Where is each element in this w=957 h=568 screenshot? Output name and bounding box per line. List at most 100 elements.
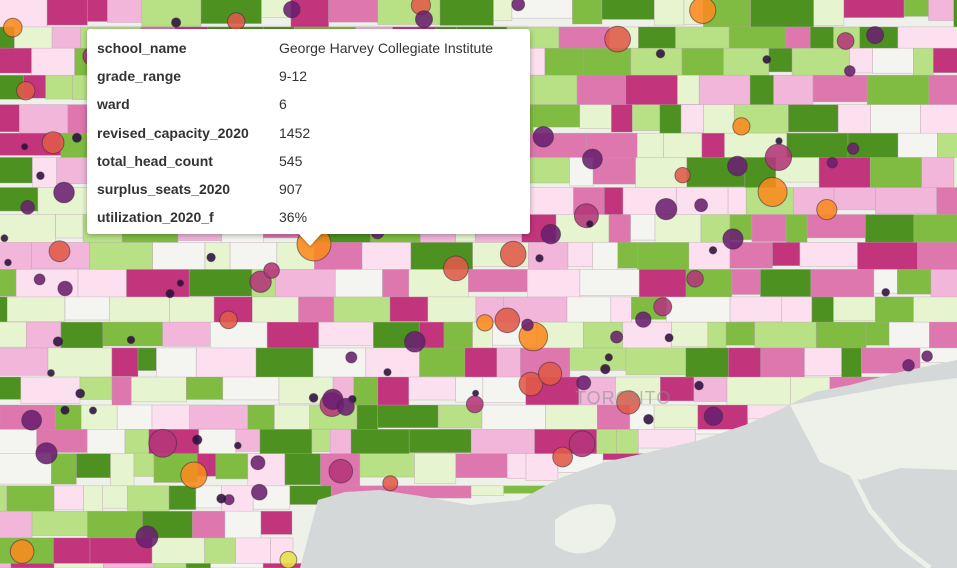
census-tract[interactable] xyxy=(866,74,930,110)
school-marker[interactable] xyxy=(263,262,280,279)
census-tract[interactable] xyxy=(0,321,27,348)
school-marker[interactable] xyxy=(881,288,891,297)
school-marker[interactable] xyxy=(71,132,82,143)
census-tract[interactable] xyxy=(443,321,473,350)
census-tract[interactable] xyxy=(638,26,676,50)
school-marker[interactable] xyxy=(816,199,838,221)
school-marker[interactable] xyxy=(476,314,494,332)
census-tract[interactable] xyxy=(470,428,535,455)
census-tract[interactable] xyxy=(929,321,957,350)
census-tract[interactable] xyxy=(377,404,439,429)
census-tract[interactable] xyxy=(189,404,249,430)
census-tract[interactable] xyxy=(703,104,735,136)
census-tract[interactable] xyxy=(408,428,472,453)
census-tract[interactable] xyxy=(186,376,224,400)
school-marker[interactable] xyxy=(135,525,159,549)
census-tract[interactable] xyxy=(928,74,957,106)
school-marker[interactable] xyxy=(521,318,534,332)
school-marker[interactable] xyxy=(36,171,45,180)
census-tract[interactable] xyxy=(630,214,656,241)
school-marker[interactable] xyxy=(216,493,227,504)
school-marker[interactable] xyxy=(16,81,36,101)
school-marker[interactable] xyxy=(689,0,717,24)
census-tract[interactable] xyxy=(131,376,187,403)
census-tract[interactable] xyxy=(760,347,805,381)
school-marker[interactable] xyxy=(171,17,182,28)
census-tract[interactable] xyxy=(729,296,782,323)
census-tract[interactable] xyxy=(567,242,593,267)
census-tract[interactable] xyxy=(671,321,709,347)
school-marker[interactable] xyxy=(180,461,208,489)
school-marker[interactable] xyxy=(727,155,748,177)
school-marker[interactable] xyxy=(586,220,594,228)
census-tract[interactable] xyxy=(592,242,619,273)
census-tract[interactable] xyxy=(0,376,22,400)
census-tract[interactable] xyxy=(806,214,866,239)
census-tract[interactable] xyxy=(109,296,170,326)
census-tract[interactable] xyxy=(760,269,812,297)
census-tract[interactable] xyxy=(953,0,957,30)
census-tract[interactable] xyxy=(728,26,787,53)
census-tract[interactable] xyxy=(0,347,49,376)
census-tract[interactable] xyxy=(89,242,154,271)
school-marker[interactable] xyxy=(219,310,238,330)
school-marker[interactable] xyxy=(41,131,65,155)
census-tract[interactable] xyxy=(284,453,321,486)
census-tract[interactable] xyxy=(751,214,787,242)
school-marker[interactable] xyxy=(694,198,708,213)
census-tract[interactable] xyxy=(869,157,922,188)
school-marker[interactable] xyxy=(653,297,673,317)
census-tract[interactable] xyxy=(102,485,128,509)
census-tract[interactable] xyxy=(329,428,352,456)
census-tract[interactable] xyxy=(312,347,367,379)
census-tract[interactable] xyxy=(53,485,85,510)
census-tract[interactable] xyxy=(601,0,655,20)
school-marker[interactable] xyxy=(655,49,666,59)
census-tract[interactable] xyxy=(153,563,187,568)
census-tract[interactable] xyxy=(750,0,815,29)
census-tract[interactable] xyxy=(773,74,814,105)
school-marker[interactable] xyxy=(472,389,480,397)
census-tract[interactable] xyxy=(638,269,687,298)
census-tract[interactable] xyxy=(625,74,678,110)
census-tract[interactable] xyxy=(111,347,139,377)
census-tract[interactable] xyxy=(274,404,310,432)
census-tract[interactable] xyxy=(79,376,113,400)
census-tract[interactable] xyxy=(569,347,627,371)
school-marker[interactable] xyxy=(336,397,355,416)
census-tract[interactable] xyxy=(528,242,569,273)
census-tract[interactable] xyxy=(731,269,761,295)
school-marker[interactable] xyxy=(866,26,885,45)
census-tract[interactable] xyxy=(617,242,638,269)
census-tract[interactable] xyxy=(10,563,55,568)
census-tract[interactable] xyxy=(210,563,264,568)
school-marker[interactable] xyxy=(33,273,46,286)
school-marker[interactable] xyxy=(250,483,268,501)
school-marker[interactable] xyxy=(568,430,596,458)
school-marker[interactable] xyxy=(494,307,521,334)
census-tract[interactable] xyxy=(103,563,155,568)
census-tract[interactable] xyxy=(53,563,104,568)
census-tract[interactable] xyxy=(870,104,921,138)
census-tract[interactable] xyxy=(631,104,661,131)
school-marker[interactable] xyxy=(308,393,319,403)
census-tract[interactable] xyxy=(414,453,457,484)
census-tract[interactable] xyxy=(566,296,612,327)
census-tract[interactable] xyxy=(804,347,842,376)
census-tract[interactable] xyxy=(728,347,762,379)
school-marker[interactable] xyxy=(21,143,29,151)
census-tract[interactable] xyxy=(377,376,410,408)
census-tract[interactable] xyxy=(749,74,774,108)
school-marker[interactable] xyxy=(655,198,678,221)
census-tract[interactable] xyxy=(659,104,682,135)
school-marker[interactable] xyxy=(826,157,838,169)
school-marker[interactable] xyxy=(126,335,136,345)
census-tract[interactable] xyxy=(726,376,792,409)
census-tract[interactable] xyxy=(20,376,81,404)
census-tract[interactable] xyxy=(260,510,293,535)
school-marker[interactable] xyxy=(576,375,592,391)
census-tract[interactable] xyxy=(275,269,336,301)
census-tract[interactable] xyxy=(382,269,410,300)
school-marker[interactable] xyxy=(610,330,624,344)
census-tract[interactable] xyxy=(812,74,868,103)
